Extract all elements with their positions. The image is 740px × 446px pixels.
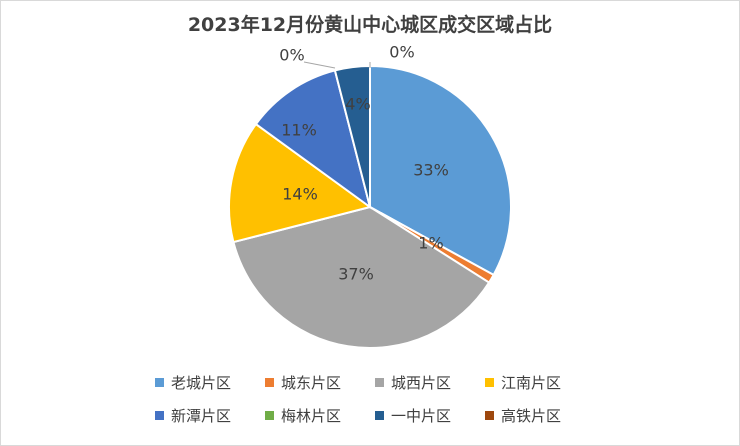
pie-slice-1 [369, 64, 512, 277]
data-label-5: 11% [281, 121, 317, 140]
data-label-1: 33% [413, 161, 449, 180]
legend-swatch [485, 411, 494, 420]
chart-legend: 老城片区 城东片区 城西片区 江南片区新潭片区 梅林片区 一中片区 高铁片区 [155, 372, 595, 426]
legend-item-1: 老城片区 [155, 372, 265, 393]
legend-item-2: 城东片区 [265, 372, 375, 393]
legend-label: 江南片区 [501, 374, 562, 392]
legend-label: 高铁片区 [501, 407, 562, 425]
legend-label: 梅林片区 [281, 407, 342, 425]
legend-swatch [375, 378, 384, 387]
legend-item-3: 城西片区 [375, 372, 485, 393]
legend-label: 老城片区 [171, 374, 232, 392]
legend-swatch [265, 378, 274, 387]
legend-item-7: 一中片区 [375, 405, 485, 426]
legend-item-6: 梅林片区 [265, 405, 375, 426]
leader-line-1 [303, 61, 336, 69]
legend-label: 新潭片区 [171, 407, 232, 425]
legend-item-5: 新潭片区 [155, 405, 265, 426]
legend-swatch [485, 378, 494, 387]
data-label-4: 14% [282, 185, 318, 204]
data-label-3: 37% [338, 265, 374, 284]
data-label-8: 0% [389, 43, 414, 62]
data-label-7: 4% [345, 95, 370, 114]
legend-swatch [375, 411, 384, 420]
data-label-6: 0% [279, 46, 304, 65]
pie-slice-5 [254, 69, 372, 210]
legend-label: 城东片区 [281, 374, 342, 392]
legend-swatch [265, 411, 274, 420]
legend-label: 一中片区 [391, 407, 452, 425]
chart-title: 2023年12月份黄山中心城区成交区域占比 [187, 14, 553, 36]
legend-item-8: 高铁片区 [485, 405, 595, 426]
legend-swatch [155, 378, 164, 387]
pie-slice-3 [232, 205, 491, 349]
pie-slice-4 [228, 122, 373, 244]
legend-item-4: 江南片区 [485, 372, 595, 393]
legend-label: 城西片区 [391, 374, 452, 392]
data-label-2: 1% [418, 234, 443, 253]
legend-swatch [155, 411, 164, 420]
